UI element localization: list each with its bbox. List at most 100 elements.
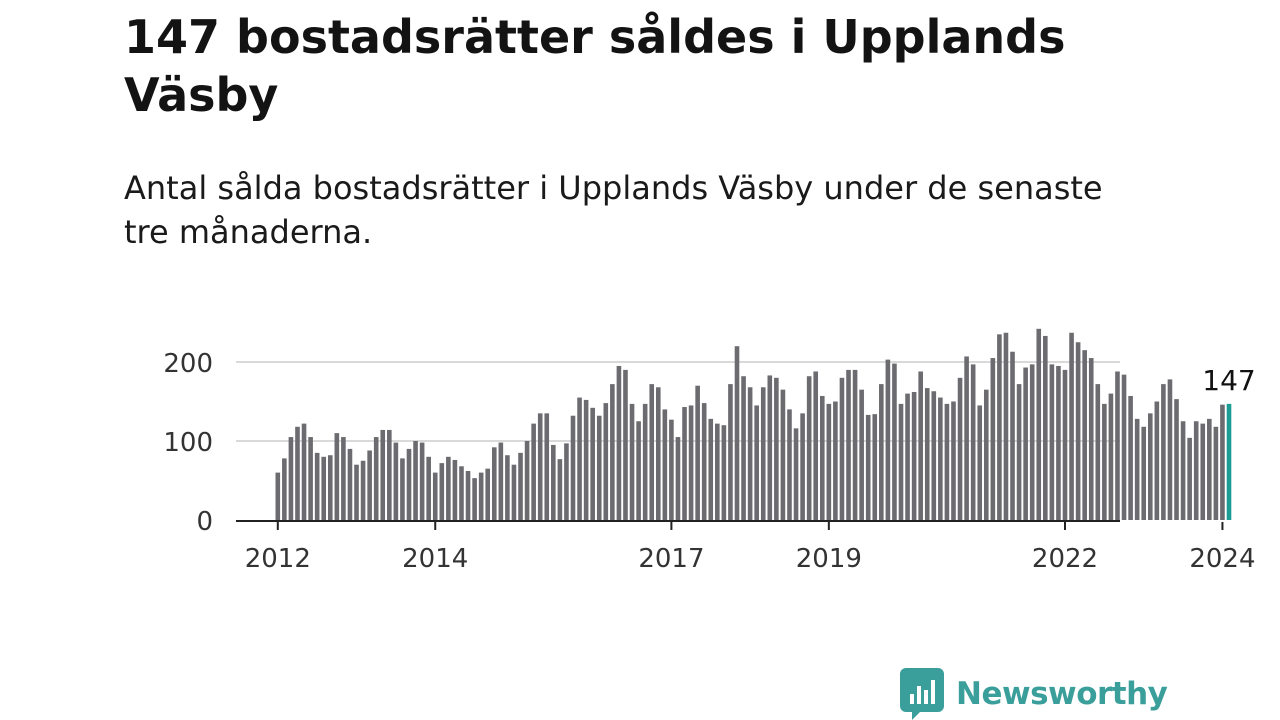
bar (314, 452, 320, 520)
bar (944, 403, 950, 520)
bar (400, 458, 405, 520)
bar (413, 441, 418, 520)
y-tick-label: 200 (163, 349, 213, 379)
bar (321, 456, 327, 520)
bar (728, 384, 733, 520)
bar (577, 397, 582, 520)
bar (465, 471, 471, 520)
bar (760, 387, 766, 520)
bar (1167, 379, 1173, 520)
bar (780, 389, 786, 520)
bar (859, 389, 864, 520)
bars (275, 328, 1232, 520)
bar (478, 472, 484, 520)
bar (813, 371, 819, 520)
bar (301, 423, 307, 520)
bar (327, 455, 333, 520)
bar (852, 369, 858, 520)
bar (393, 442, 399, 520)
bar (642, 403, 648, 520)
bar (675, 437, 681, 520)
bar (596, 415, 602, 520)
bar (977, 405, 983, 520)
bar (1062, 369, 1068, 520)
bar (629, 403, 635, 520)
bar (275, 472, 281, 520)
bar (688, 405, 694, 520)
bar (518, 452, 523, 520)
bar (1115, 371, 1120, 520)
bar (564, 443, 569, 520)
bar (734, 346, 740, 520)
bar (610, 384, 615, 520)
bar (1043, 335, 1048, 520)
x-tick-label: 2017 (638, 544, 704, 574)
bar (1147, 413, 1153, 520)
bar (754, 405, 759, 520)
bar (367, 450, 372, 520)
bar-chart: 0 100 200 2012 2014 2017 2019 2022 2024 147 (163, 328, 1256, 574)
bar (682, 407, 687, 520)
bar (1134, 418, 1140, 520)
bar (498, 442, 504, 520)
bar (774, 377, 779, 520)
bar (938, 397, 943, 520)
bar (511, 464, 517, 520)
bar (1016, 384, 1022, 520)
bar (459, 466, 464, 520)
bar (439, 463, 445, 520)
bar (282, 458, 287, 520)
bar (983, 389, 989, 520)
bar (662, 409, 668, 520)
bar (701, 403, 707, 520)
bar (570, 415, 576, 520)
bar (1220, 404, 1225, 520)
bar (432, 472, 438, 520)
bar (426, 456, 431, 520)
y-tick-label: 100 (163, 428, 213, 458)
bar (800, 413, 805, 520)
bar (931, 391, 937, 520)
bar (708, 418, 714, 520)
bar (1121, 374, 1127, 520)
bar (616, 365, 622, 520)
bar (537, 413, 543, 520)
bar (288, 437, 294, 520)
bar (806, 376, 812, 520)
bar (1193, 421, 1199, 520)
bar-highlight (1226, 403, 1232, 520)
x-axis-ticks (276, 522, 1224, 530)
bar (997, 334, 1002, 520)
bar (491, 447, 497, 520)
bar (1128, 395, 1133, 520)
bar (295, 426, 300, 520)
bar (524, 441, 530, 520)
bar (793, 428, 799, 520)
bar (911, 392, 917, 520)
x-tick-label: 2022 (1032, 544, 1098, 574)
bar (485, 468, 491, 520)
brand-name: Newsworthy (956, 676, 1168, 712)
bar (373, 437, 379, 520)
bar (354, 464, 359, 520)
x-tick-label: 2024 (1189, 544, 1255, 574)
bar (721, 425, 727, 520)
bar (892, 363, 897, 520)
bar (649, 384, 655, 520)
x-axis-labels: 2012 2014 2017 2019 2022 2024 (245, 544, 1256, 574)
bar (1088, 358, 1094, 520)
bar (308, 437, 313, 520)
bar (1095, 384, 1101, 520)
bar (452, 459, 458, 520)
chart-subtitle: Antal sålda bostadsrätter i Upplands Väs… (124, 169, 1103, 251)
bar (551, 444, 556, 520)
bar (531, 423, 536, 520)
bar (747, 387, 753, 520)
bar (1029, 364, 1035, 520)
brand-logo: Newsworthy (900, 668, 1168, 720)
bar (846, 369, 851, 520)
bar (603, 403, 609, 520)
bar (472, 478, 477, 520)
bar (924, 388, 930, 520)
bar (865, 414, 871, 520)
